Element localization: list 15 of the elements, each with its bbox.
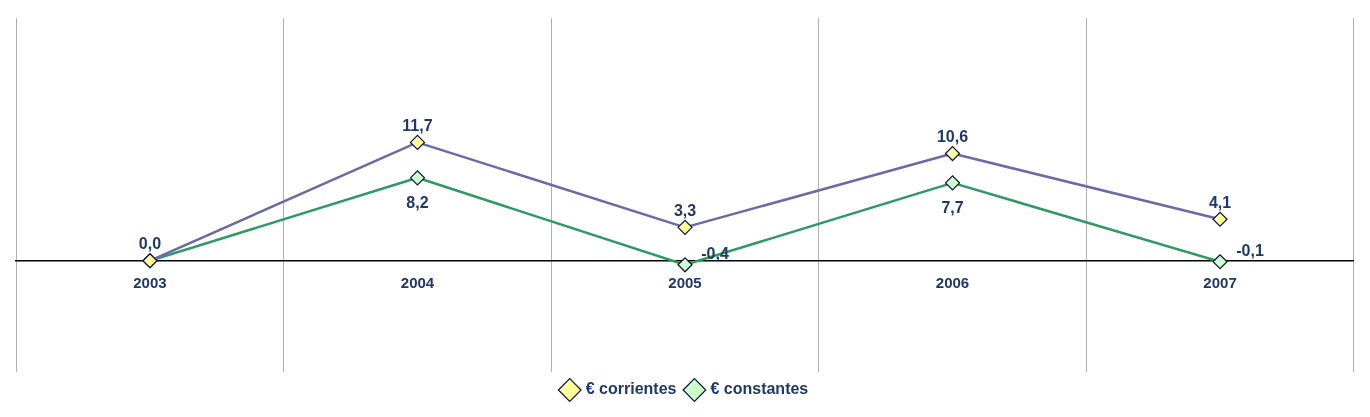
data-label: 11,7	[402, 116, 433, 134]
data-label: 10,6	[936, 127, 969, 145]
data-label: 4,1	[1208, 193, 1232, 211]
data-label: 7,7	[941, 199, 964, 217]
x-tick-label: 2005	[668, 273, 702, 291]
x-tick-label: 2003	[133, 273, 167, 291]
data-label: -0,1	[1236, 242, 1264, 260]
data-label: 8,2	[406, 194, 429, 212]
legend-label: € constantes	[710, 380, 809, 398]
data-label: 3,3	[673, 201, 697, 219]
x-tick-label: 2006	[935, 273, 970, 291]
legend-label: € corrientes	[585, 380, 677, 398]
x-tick-label: 2007	[1203, 273, 1237, 291]
x-tick-label: 2004	[400, 273, 435, 291]
data-label: 0,0	[138, 235, 162, 253]
